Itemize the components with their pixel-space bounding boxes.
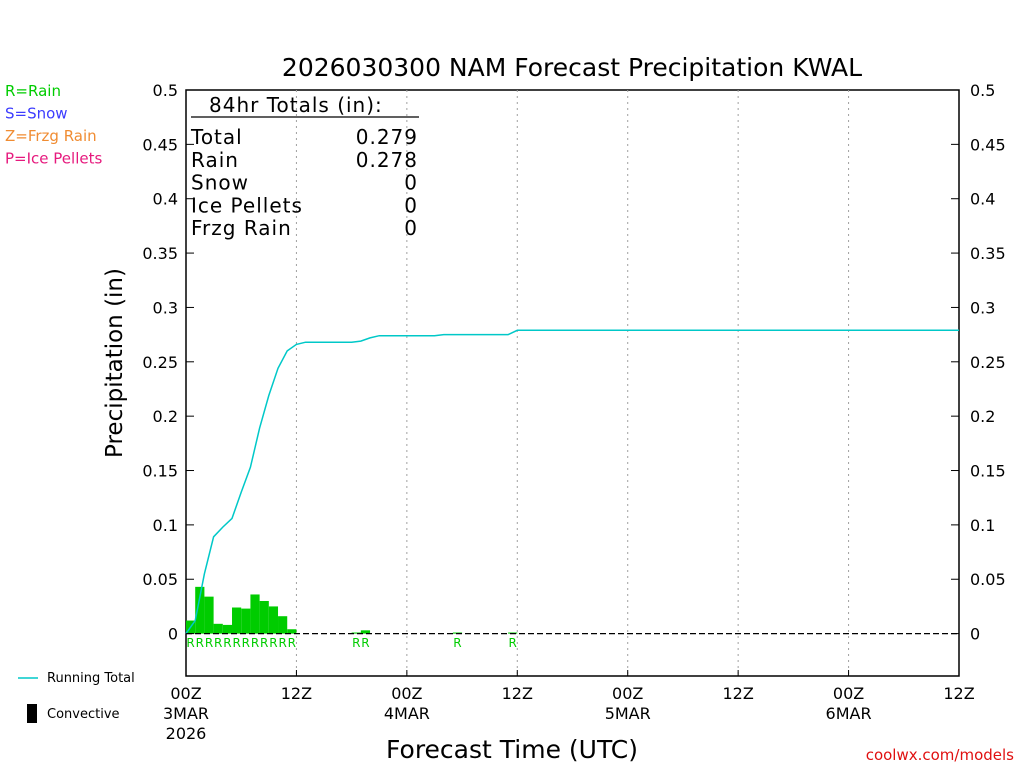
y-tick-label-right: 0.2 xyxy=(970,407,995,426)
totals-row-label: Frzg Rain xyxy=(191,216,292,240)
y-tick-label-right: 0.5 xyxy=(970,81,995,100)
ptype-legend-item: R=Rain xyxy=(5,82,61,100)
y-tick-label-left: 0.45 xyxy=(142,135,178,154)
x-tick-label: 00Z xyxy=(612,684,643,703)
ptype-marker: R xyxy=(251,636,259,650)
ptype-marker: R xyxy=(242,636,250,650)
precip-bar xyxy=(222,624,233,634)
ptype-marker: R xyxy=(453,636,461,650)
x-tick-label: 12Z xyxy=(943,684,974,703)
precip-bar xyxy=(268,606,279,634)
ptype-marker: R xyxy=(196,636,204,650)
y-axis-left: 0 0.05 0.1 0.15 0.2 0.25 0.3 0.35 0.4 0.45 0.5 xyxy=(142,81,194,644)
totals-row-label: Ice Pellets xyxy=(191,193,303,217)
y-tick-label-right: 0.3 xyxy=(970,298,995,317)
y-tick-label-left: 0.05 xyxy=(142,570,178,589)
ptype-marker: R xyxy=(269,636,277,650)
totals-row-value: 0.278 xyxy=(356,148,418,172)
totals-row-label: Snow xyxy=(191,171,249,195)
y-tick-label-left: 0.35 xyxy=(142,244,178,263)
running-total-legend-label: Running Total xyxy=(47,671,135,686)
y-tick-label-right: 0.35 xyxy=(970,244,1006,263)
x-tick-label: 00Z xyxy=(170,684,201,703)
precip-bar xyxy=(351,632,361,634)
x-tick-label: 12Z xyxy=(502,684,533,703)
precip-bar xyxy=(278,616,288,634)
totals-row-value: 0 xyxy=(404,216,418,240)
y-tick-label-right: 0.45 xyxy=(970,135,1006,154)
y-axis-label: Precipitation (in) xyxy=(102,268,128,458)
precip-bar xyxy=(213,623,223,634)
x-year-label: 2026 xyxy=(166,724,207,743)
ptype-marker: R xyxy=(509,636,517,650)
ptype-marker: R xyxy=(352,636,360,650)
y-tick-label-left: 0.25 xyxy=(142,353,178,372)
x-axis-label: Forecast Time (UTC) xyxy=(386,735,638,764)
totals-row-value: 0.279 xyxy=(356,125,418,149)
hourly-precip-bars xyxy=(186,586,518,634)
totals-row-value: 0 xyxy=(404,171,418,195)
y-tick-label-right: 0 xyxy=(970,625,980,644)
x-tick-label: 00Z xyxy=(391,684,422,703)
convective-legend-swatch xyxy=(27,704,37,723)
ptype-legend: R=Rain S=Snow Z=Frzg Rain P=Ice Pellets xyxy=(5,82,102,168)
y-tick-label-left: 0.2 xyxy=(153,407,178,426)
totals-box: 84hr Totals (in): Total 0.279 Rain 0.278 Snow… xyxy=(190,93,419,240)
precip-bar xyxy=(195,586,205,634)
ptype-marker: R xyxy=(205,636,213,650)
ptype-marker: R xyxy=(232,636,240,650)
totals-row-value: 0 xyxy=(404,193,418,217)
running-total-line xyxy=(185,329,959,635)
precip-bar xyxy=(360,630,371,634)
precip-bar xyxy=(259,600,269,634)
series-legend: Running Total Convective xyxy=(18,671,135,723)
y-tick-label-left: 0.5 xyxy=(153,81,178,100)
ptype-marker: R xyxy=(288,636,296,650)
x-date-label: 5MAR xyxy=(605,704,651,723)
y-tick-label-right: 0.15 xyxy=(970,462,1006,481)
ptype-marker: R xyxy=(278,636,286,650)
ptype-marker: R xyxy=(214,636,222,650)
gridlines xyxy=(295,90,850,676)
precip-bar xyxy=(250,594,260,634)
ptype-legend-item: P=Ice Pellets xyxy=(5,150,102,168)
y-tick-label-left: 0.1 xyxy=(153,516,178,535)
ptype-legend-item: S=Snow xyxy=(5,105,68,123)
totals-heading: 84hr Totals (in): xyxy=(209,93,383,117)
ptype-marker: R xyxy=(361,636,369,650)
ptype-legend-item: Z=Frzg Rain xyxy=(5,127,97,145)
y-tick-label-right: 0.4 xyxy=(970,190,995,209)
ptype-marker: R xyxy=(223,636,231,650)
precip-bar xyxy=(241,608,251,634)
totals-row-label: Total xyxy=(190,125,243,149)
totals-row-label: Rain xyxy=(191,148,239,172)
y-tick-label-left: 0.15 xyxy=(142,462,178,481)
ptype-marker: R xyxy=(260,636,268,650)
x-tick-label: 12Z xyxy=(722,684,753,703)
ptype-marker: R xyxy=(186,636,194,650)
y-tick-label-right: 0.1 xyxy=(970,516,995,535)
x-tick-label: 12Z xyxy=(281,684,312,703)
y-tick-label-right: 0.05 xyxy=(970,570,1006,589)
chart-title: 2026030300 NAM Forecast Precipitation KW… xyxy=(282,53,862,82)
y-axis-right: 0 0.05 0.1 0.15 0.2 0.25 0.3 0.35 0.4 0.45 0.5 xyxy=(951,81,1006,644)
credit-link[interactable]: coolwx.com/models xyxy=(866,746,1014,764)
y-tick-label-left: 0.4 xyxy=(153,190,178,209)
x-tick-label: 00Z xyxy=(833,684,864,703)
precip-bar xyxy=(287,629,297,634)
precip-bar xyxy=(204,596,214,634)
x-date-label: 6MAR xyxy=(826,704,872,723)
x-date-label: 3MAR xyxy=(163,704,209,723)
y-tick-label-right: 0.25 xyxy=(970,353,1006,372)
y-tick-label-left: 0 xyxy=(168,625,178,644)
x-date-label: 4MAR xyxy=(384,704,430,723)
plot-area xyxy=(185,89,960,677)
y-tick-label-left: 0.3 xyxy=(153,298,178,317)
precip-bar xyxy=(232,607,242,634)
convective-legend-label: Convective xyxy=(47,707,120,722)
